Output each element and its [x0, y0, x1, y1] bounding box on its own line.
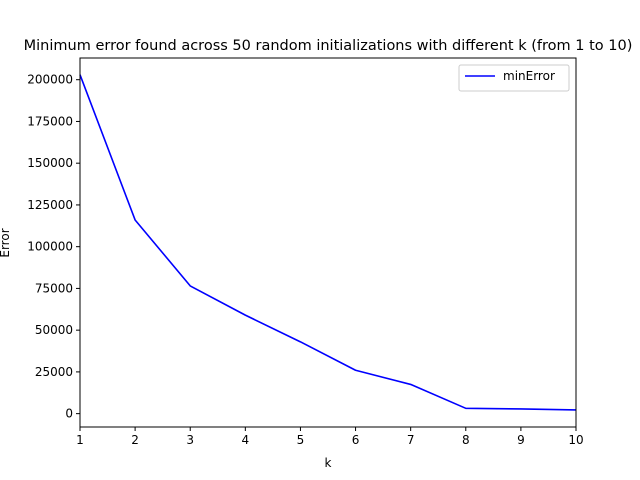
- plot-frame: [79, 57, 577, 428]
- y-tick-label: 125000: [27, 198, 73, 212]
- series-line-minError: [79, 74, 577, 411]
- series-layer: [79, 74, 577, 411]
- y-tick-label: 175000: [27, 114, 73, 128]
- y-tick-label: 100000: [27, 240, 73, 254]
- plot-area: [80, 58, 576, 427]
- legend-label-minError: minError: [503, 69, 555, 83]
- y-tick-label: 0: [65, 407, 73, 421]
- x-tick-label: 9: [517, 433, 525, 447]
- x-axis-label: k: [325, 456, 332, 470]
- y-tick-label: 25000: [35, 365, 73, 379]
- x-tick-label: 10: [568, 433, 583, 447]
- y-axis-label: Error: [0, 228, 12, 257]
- y-tick-label: 50000: [35, 323, 73, 337]
- x-tick-label: 4: [242, 433, 250, 447]
- chart-title: Minimum error found across 50 random ini…: [24, 38, 633, 54]
- x-axis-ticks: 1 2 3 4 5 6 7 8 9 10: [76, 427, 584, 447]
- x-tick-label: 2: [131, 433, 139, 447]
- y-axis-ticks: 0 25000 50000 75000 100000 125000 150000 175000…: [27, 73, 80, 421]
- x-tick-label: 6: [352, 433, 360, 447]
- y-tick-label: 150000: [27, 156, 73, 170]
- x-tick-label: 8: [462, 433, 470, 447]
- y-tick-label: 75000: [35, 281, 73, 295]
- y-tick-label: 200000: [27, 73, 73, 87]
- x-tick-label: 1: [76, 433, 84, 447]
- plot-background: [80, 58, 576, 427]
- x-tick-label: 7: [407, 433, 415, 447]
- legend-box: [458, 64, 570, 92]
- legend: minError: [458, 64, 570, 92]
- x-tick-label: 3: [186, 433, 194, 447]
- x-tick-label: 5: [297, 433, 305, 447]
